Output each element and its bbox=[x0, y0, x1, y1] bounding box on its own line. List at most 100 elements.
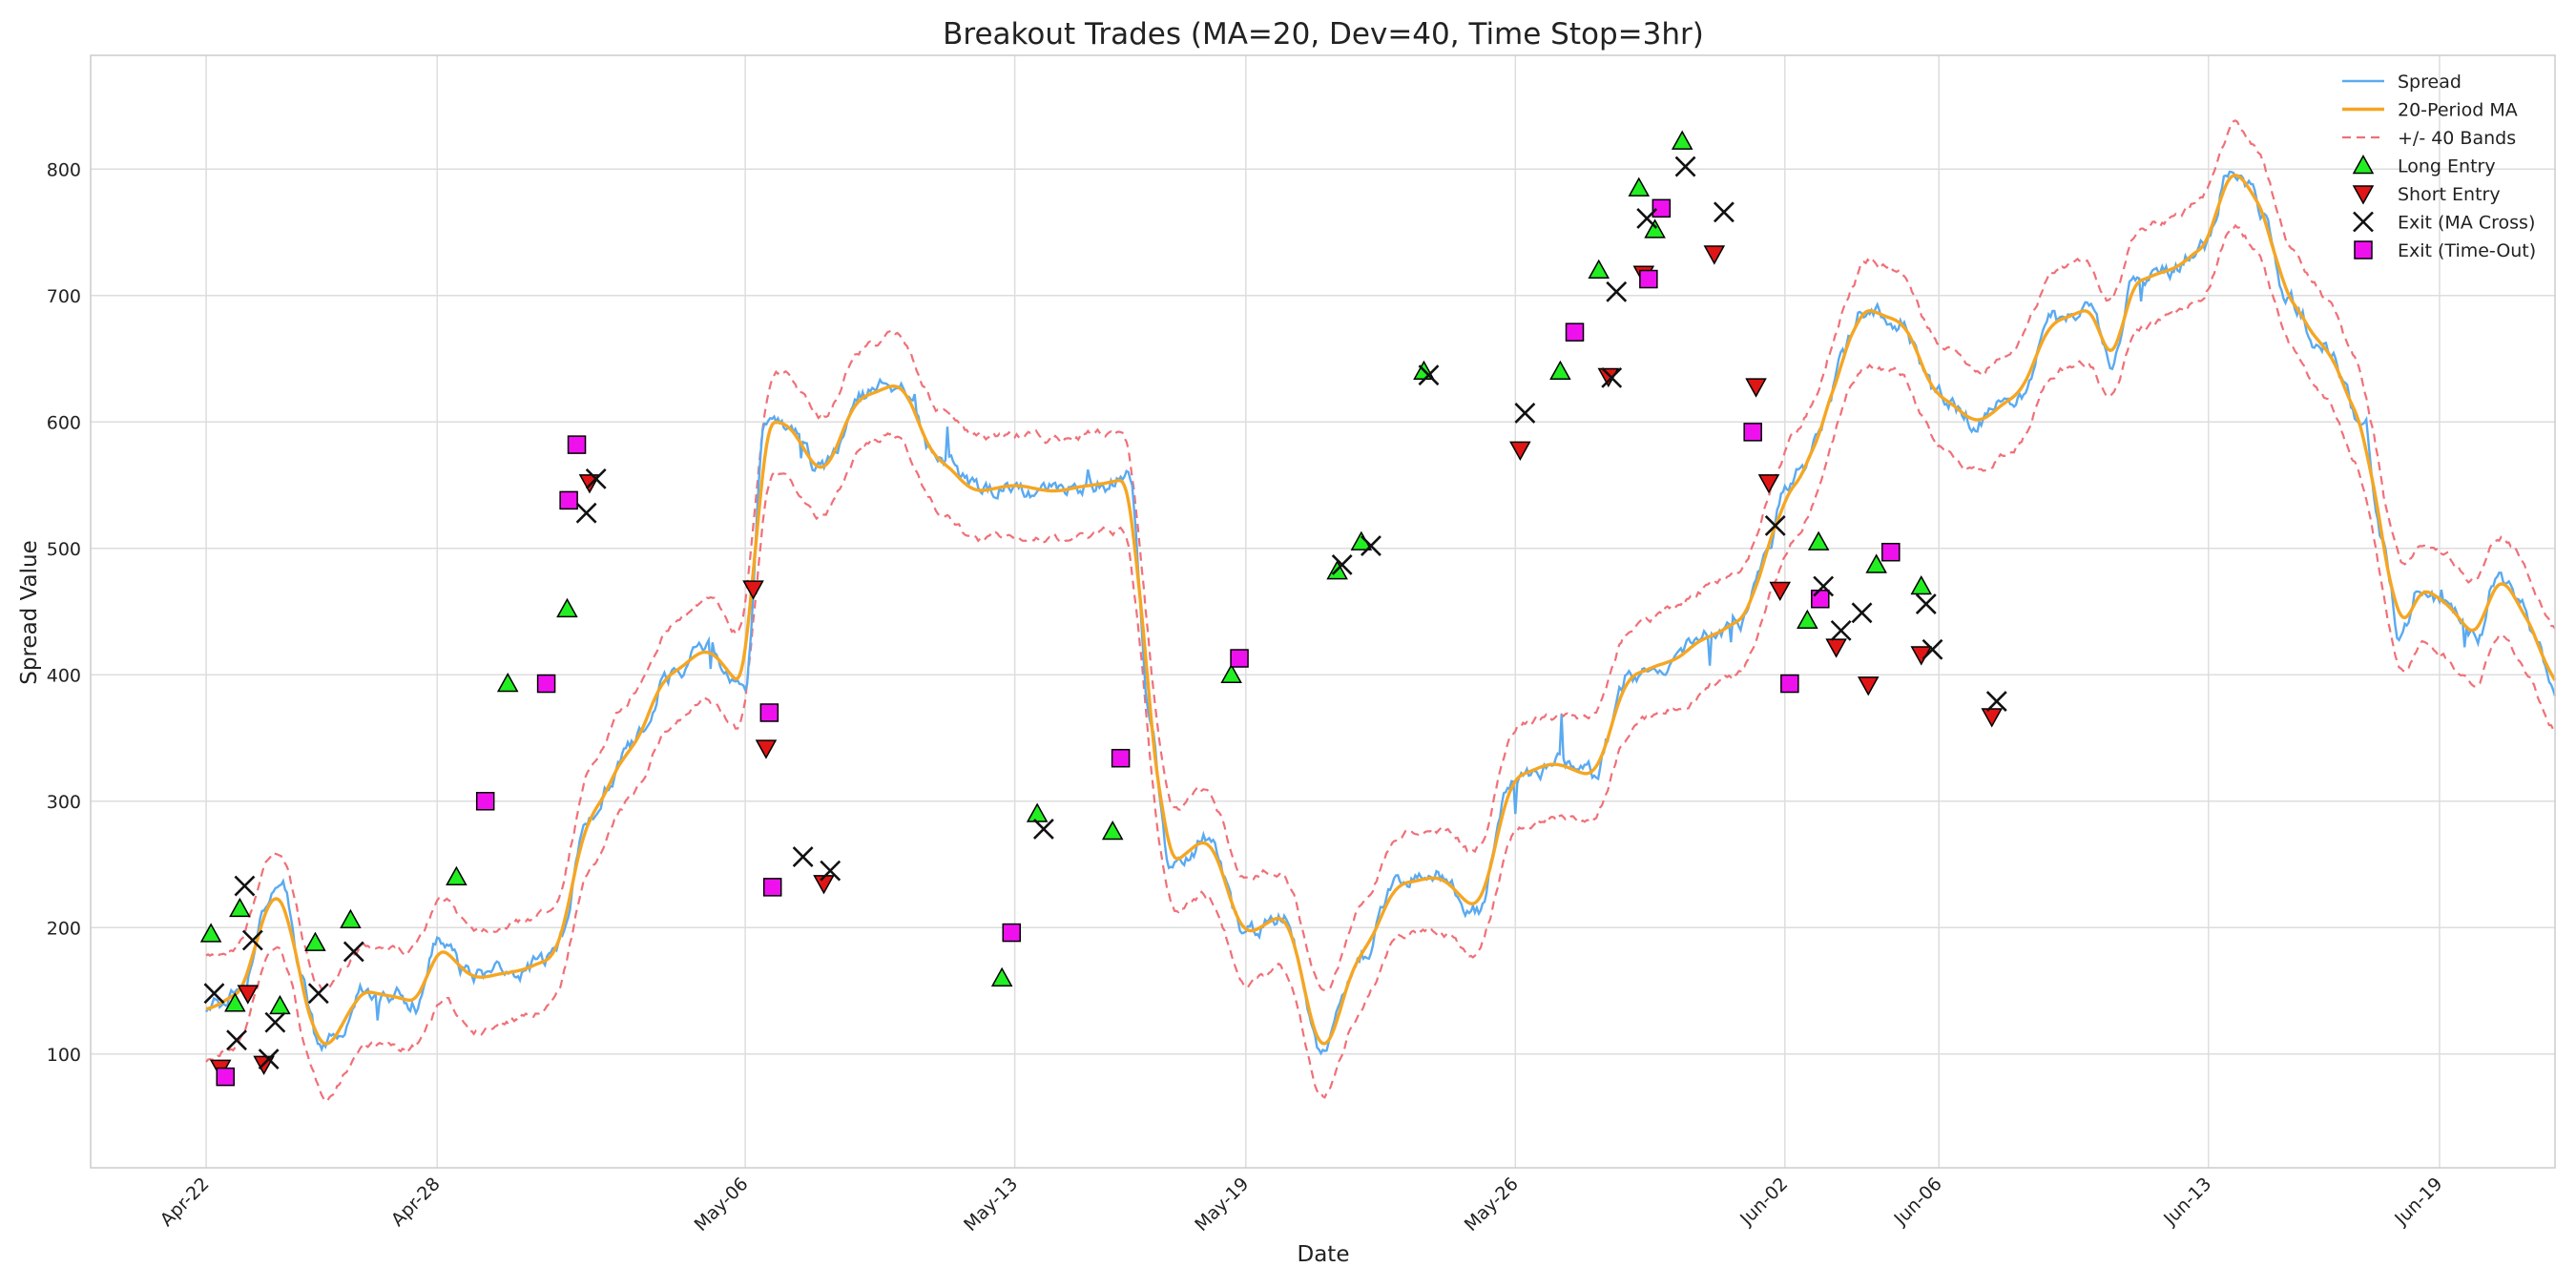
exit-ma-cross-marker bbox=[792, 846, 814, 867]
legend-swatch bbox=[2354, 240, 2373, 260]
ma-line bbox=[205, 173, 2557, 1046]
exit-ma-cross-marker bbox=[585, 467, 607, 489]
exit-ma-cross-marker bbox=[1606, 280, 1628, 302]
spread-line bbox=[205, 170, 2557, 1056]
exit-ma-cross-marker bbox=[1915, 593, 1937, 614]
exit-timeout-marker bbox=[1111, 748, 1131, 768]
long-entry-marker bbox=[1807, 530, 1830, 551]
legend-item-exit_timeout: Exit (Time-Out) bbox=[2354, 240, 2536, 261]
legend: Spread 20-Period MA +/- 40 Bands Long Entry… bbox=[2342, 72, 2536, 261]
long-entry-marker bbox=[1644, 218, 1666, 239]
y-axis-ticks: 100 200 300 400 500 600 700 800 bbox=[47, 159, 81, 1066]
legend-swatch bbox=[2352, 154, 2375, 175]
legend-label: +/- 40 Bands bbox=[2398, 128, 2516, 149]
long-entry-marker bbox=[446, 865, 467, 885]
exit-timeout-marker bbox=[216, 1067, 236, 1087]
exit-timeout-marker bbox=[1002, 923, 1022, 943]
long-entry-marker bbox=[224, 992, 246, 1012]
long-entry-marker bbox=[1628, 177, 1651, 197]
exit-timeout-marker bbox=[1652, 198, 1672, 218]
short-entry-marker bbox=[742, 580, 764, 600]
short-entry-marker bbox=[237, 985, 260, 1005]
long-entry-marker bbox=[1865, 553, 1887, 573]
exit-timeout-marker bbox=[1230, 649, 1249, 668]
exit-timeout-marker bbox=[1639, 269, 1658, 289]
ma-group bbox=[205, 173, 2557, 1046]
legend-label: 20-Period MA bbox=[2398, 100, 2518, 121]
exit-ma-cross-marker bbox=[264, 1011, 286, 1033]
exit-ma-cross-marker bbox=[1418, 364, 1440, 386]
long-entry-marker bbox=[304, 931, 326, 951]
short-entry-marker bbox=[1703, 245, 1726, 265]
exit-ma-cross-marker bbox=[1713, 201, 1735, 223]
exit-ma-cross-marker bbox=[241, 929, 263, 951]
exit-timeout-marker bbox=[1881, 542, 1901, 562]
short-entry-marker bbox=[1857, 676, 1880, 696]
long-entry-marker bbox=[1101, 821, 1124, 841]
long-entry-marker bbox=[229, 897, 251, 918]
legend-label: Spread bbox=[2398, 72, 2462, 93]
exit-ma-cross-marker bbox=[820, 860, 841, 882]
long-entry-marker bbox=[199, 923, 222, 943]
long-entry-marker bbox=[1797, 609, 1818, 630]
short-entry-marker bbox=[1825, 638, 1847, 658]
chart-title: Breakout Trades (MA=20, Dev=40, Time Sto… bbox=[943, 17, 1704, 52]
exit-ma-cross-marker bbox=[1514, 403, 1536, 424]
long-entry-marker bbox=[269, 994, 291, 1015]
long-entry-marker bbox=[990, 966, 1013, 987]
exit-ma-cross-marker bbox=[1985, 691, 2007, 712]
short-entry-marker bbox=[1769, 581, 1792, 602]
exit-ma-cross-marker bbox=[258, 1049, 280, 1070]
y-tick-label: 600 bbox=[47, 412, 81, 433]
short-entry-marker bbox=[1757, 474, 1780, 494]
exit-ma-cross-marker bbox=[226, 1029, 247, 1051]
y-tick-label: 200 bbox=[47, 918, 81, 939]
exit-ma-cross-marker bbox=[1331, 554, 1353, 575]
exit-timeout-marker bbox=[1780, 674, 1799, 694]
exit-timeout-marker bbox=[536, 674, 556, 694]
exit-ma-cross-marker bbox=[575, 502, 597, 524]
y-axis-label: Spread Value bbox=[17, 540, 42, 684]
legend-item-ma: 20-Period MA bbox=[2342, 100, 2518, 121]
legend-item-long: Long Entry bbox=[2352, 154, 2496, 177]
y-tick-label: 500 bbox=[47, 539, 81, 560]
spread-group bbox=[205, 170, 2557, 1056]
upper-band-line bbox=[205, 119, 2556, 991]
exit-ma-cross-marker bbox=[1830, 619, 1852, 641]
short-entry-marker bbox=[1509, 441, 1531, 461]
long-entry-marker bbox=[496, 672, 519, 693]
legend-item-spread: Spread bbox=[2342, 72, 2462, 93]
legend-label: Short Entry bbox=[2398, 184, 2501, 205]
legend-item-short: Short Entry bbox=[2352, 184, 2501, 205]
legend-item-bands: +/- 40 Bands bbox=[2342, 128, 2516, 149]
bands-group bbox=[205, 119, 2556, 1103]
exit-timeout-marker bbox=[559, 490, 578, 510]
legend-swatch bbox=[2352, 185, 2375, 205]
y-tick-label: 700 bbox=[47, 286, 81, 307]
long-entry-marker bbox=[556, 597, 578, 618]
long-entry-marker bbox=[1549, 360, 1571, 380]
short-entry-marker bbox=[1745, 378, 1767, 398]
exit-ma-cross-marker bbox=[1601, 366, 1623, 388]
plot-frame bbox=[90, 54, 2556, 1169]
y-tick-label: 300 bbox=[47, 792, 81, 813]
legend-label: Exit (Time-Out) bbox=[2398, 240, 2536, 261]
x-axis-label: Date bbox=[1298, 1242, 1350, 1267]
exit-ma-cross-marker bbox=[1636, 208, 1658, 229]
exit-ma-cross-marker bbox=[1851, 602, 1873, 624]
exit-ma-cross-marker bbox=[234, 875, 256, 897]
exit-timeout-marker bbox=[762, 878, 782, 897]
exit-ma-cross-marker bbox=[1922, 638, 1943, 660]
y-tick-label: 400 bbox=[47, 665, 81, 686]
exit-timeout-marker bbox=[1811, 590, 1830, 609]
exit-timeout-marker bbox=[1565, 322, 1585, 342]
exit-timeout-marker bbox=[759, 703, 779, 722]
exit-ma-cross-marker bbox=[1764, 514, 1786, 536]
long-entry-marker bbox=[340, 908, 362, 929]
long-entry-marker bbox=[1220, 663, 1242, 683]
markers-group bbox=[199, 130, 2007, 1087]
exit-ma-cross-marker bbox=[1813, 575, 1835, 597]
legend-label: Exit (MA Cross) bbox=[2398, 213, 2535, 234]
